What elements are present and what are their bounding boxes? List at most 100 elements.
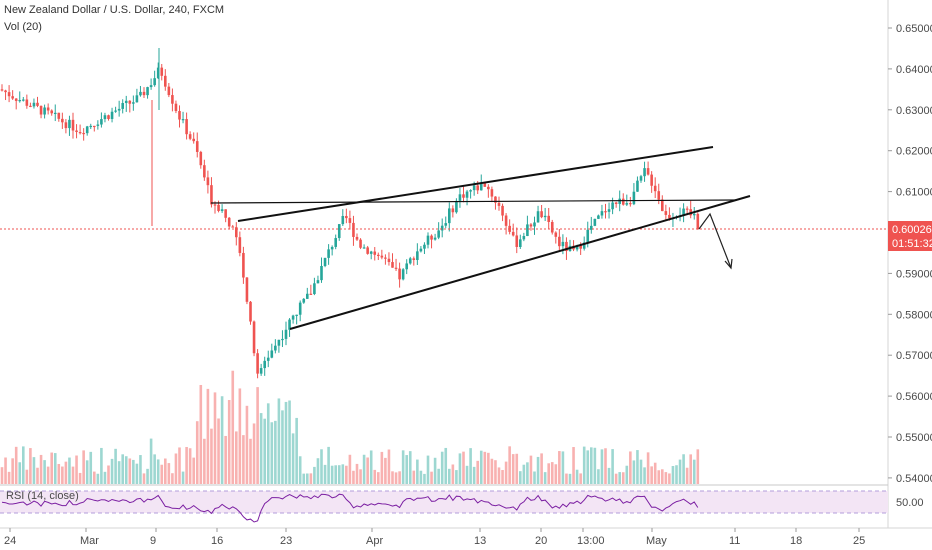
candle-body [89, 125, 93, 128]
candle-body [657, 191, 661, 200]
candle-body [639, 176, 643, 181]
volume-bar [355, 463, 359, 484]
wedge-upper-trendline[interactable] [237, 146, 714, 222]
candle-body [387, 258, 391, 263]
volume-bar [22, 446, 25, 484]
time-tick-label: 25 [853, 535, 865, 547]
candle-body [220, 209, 224, 211]
candle-body [536, 211, 540, 223]
candle-body [543, 215, 547, 218]
projection-arrow[interactable] [698, 212, 733, 270]
candle-body [22, 99, 25, 101]
volume-bar [366, 457, 369, 484]
rsi-line [1, 493, 699, 523]
candle-body [61, 118, 64, 123]
candle-body [586, 229, 590, 243]
candle-body [661, 199, 664, 212]
candle-body [231, 226, 235, 228]
candle-body [405, 263, 408, 270]
volume-bar [192, 457, 195, 484]
volume-bar [306, 473, 309, 484]
candle-body [408, 258, 412, 264]
volume-bar [156, 459, 160, 484]
volume-bar [590, 447, 593, 484]
time-tick-label: 11 [729, 535, 740, 547]
volume-bar [529, 455, 533, 484]
candle-body [203, 165, 206, 178]
volume-bar [646, 452, 650, 484]
candle-body [156, 67, 160, 79]
candle-body [519, 239, 522, 247]
candle-body [664, 211, 668, 215]
candle-body [100, 119, 103, 125]
candle-body [192, 138, 195, 142]
candle-body [362, 247, 366, 249]
volume-bar [25, 469, 29, 484]
volume-bar [256, 387, 259, 484]
candle-body [110, 111, 114, 119]
volume-bar [178, 447, 181, 484]
volume-bar [426, 455, 430, 484]
volume-bar [575, 469, 579, 484]
volume-bar [0, 467, 4, 484]
symbol-title[interactable]: New Zealand Dollar / U.S. Dollar, 240, F… [4, 4, 225, 16]
candle-body [316, 280, 320, 284]
candle-body [391, 262, 394, 268]
volume-bar [377, 472, 380, 484]
volume-bar [185, 446, 188, 484]
volume-bar [629, 451, 632, 484]
volume-indicator-label[interactable]: Vol (20) [4, 21, 42, 33]
volume-bar [195, 421, 199, 484]
price-tick-label: 0.61000 [896, 187, 932, 199]
candle-body [117, 108, 121, 111]
volume-bar [472, 466, 476, 484]
volume-bar [561, 451, 565, 484]
volume-bar [405, 455, 408, 484]
candle-body [437, 230, 440, 238]
candle-body [423, 244, 426, 249]
candle-body [199, 151, 203, 166]
candle-body [650, 174, 653, 186]
volume-bar [167, 463, 171, 484]
volume-bar [341, 464, 345, 484]
candle-body [579, 245, 582, 249]
candle-body [53, 112, 57, 115]
candle-body [245, 277, 249, 302]
wedge-lower-trendline[interactable] [289, 195, 751, 330]
volume-bar [625, 465, 629, 484]
volume-bar [117, 461, 121, 484]
candle-body [522, 236, 526, 240]
time-tick-label: May [646, 535, 667, 547]
candle-body [210, 185, 213, 205]
price-scale-area[interactable] [888, 0, 932, 550]
candle-body [607, 209, 611, 212]
volume-bar [249, 438, 252, 484]
candle-body [540, 211, 543, 218]
volume-bar [668, 473, 671, 484]
time-tick-label: 20 [535, 535, 547, 547]
volume-bar [650, 466, 653, 484]
volume-bar [643, 467, 646, 484]
candle-body [373, 251, 377, 255]
countdown-tag [888, 236, 932, 251]
candle-body [103, 115, 107, 120]
volume-bar [36, 467, 39, 484]
volume-bar [490, 458, 494, 484]
rsi-label[interactable]: RSI (14, close) [6, 490, 79, 502]
candle-body [178, 111, 181, 120]
rising-wedge-drawing[interactable] [237, 146, 751, 330]
candle-body [11, 96, 14, 99]
horizontal-support-line[interactable] [210, 199, 738, 204]
candle-body [345, 215, 348, 219]
volume-bar [227, 400, 231, 484]
volume-bar [217, 418, 220, 484]
volume-bar [171, 473, 174, 484]
candle-body [224, 209, 227, 218]
volume-bar [568, 473, 572, 484]
candle-body [646, 168, 650, 175]
volume-bar [291, 433, 295, 484]
candle-body [29, 105, 32, 108]
volume-bar [231, 370, 235, 484]
volume-bar [188, 448, 192, 484]
